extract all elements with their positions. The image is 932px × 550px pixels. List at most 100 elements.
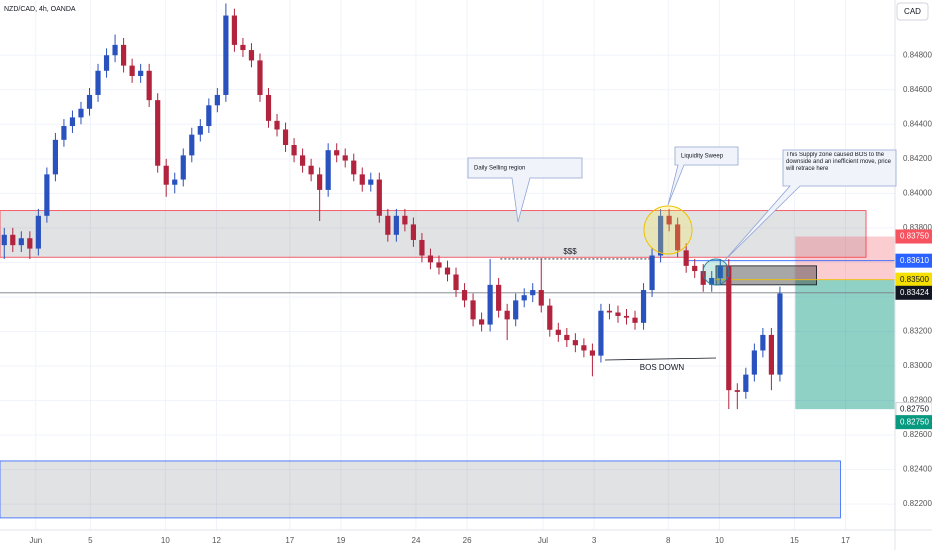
y-tick-label: 0.82400 bbox=[903, 465, 932, 474]
candle-body bbox=[478, 319, 485, 325]
x-tick-label: Jun bbox=[29, 536, 42, 545]
y-tick-label: 0.84400 bbox=[903, 119, 932, 128]
candle-body bbox=[538, 290, 544, 306]
y-tick-label: 0.84800 bbox=[903, 50, 932, 59]
candle-body bbox=[700, 271, 706, 285]
candle-body bbox=[547, 305, 553, 330]
y-tick-label: 0.84000 bbox=[903, 188, 932, 197]
candle-body bbox=[419, 239, 425, 256]
candle-body bbox=[35, 215, 41, 249]
candle-body bbox=[436, 262, 442, 268]
price-tag-label: 0.82750 bbox=[900, 404, 929, 413]
candle-body bbox=[393, 215, 399, 235]
candle-body bbox=[248, 50, 255, 61]
x-tick-label: 10 bbox=[715, 536, 724, 545]
candle-body bbox=[172, 179, 178, 185]
candle-body bbox=[581, 345, 587, 351]
zone bbox=[0, 460, 841, 519]
zone bbox=[715, 265, 817, 286]
callout-text: Liquidity Sweep bbox=[681, 154, 724, 160]
candle-body bbox=[265, 94, 272, 121]
candle-body bbox=[734, 390, 740, 392]
currency-label[interactable]: CAD bbox=[904, 7, 921, 16]
callout-text-box: This Supply zone caused BOS to the downs… bbox=[786, 152, 891, 172]
candle-body bbox=[564, 334, 570, 341]
candle-body bbox=[666, 215, 672, 225]
candle-body bbox=[427, 255, 434, 263]
y-tick-label: 0.84200 bbox=[903, 154, 932, 163]
bos-label: BOS DOWN bbox=[640, 363, 685, 372]
x-tick-label: 3 bbox=[592, 536, 597, 545]
boc-label: B.O.C bbox=[800, 412, 819, 419]
price-tag-label: 0.83750 bbox=[900, 232, 929, 241]
candle-body bbox=[103, 55, 110, 71]
candle-body bbox=[120, 44, 127, 66]
candle-body bbox=[180, 155, 186, 180]
candle-body bbox=[743, 374, 749, 392]
callout-box bbox=[467, 157, 583, 223]
supply-circle bbox=[702, 258, 730, 286]
candle-body bbox=[86, 94, 93, 109]
candle-body bbox=[444, 267, 451, 275]
candle-body bbox=[376, 179, 382, 216]
candle-body bbox=[649, 255, 655, 291]
candle-body bbox=[95, 70, 101, 95]
price-tag-label: 0.82750 bbox=[900, 417, 929, 426]
y-tick-label: 0.82600 bbox=[903, 430, 932, 439]
price-tag-label: 0.83500 bbox=[900, 275, 929, 284]
candle-body bbox=[675, 224, 681, 251]
x-tick-label: 12 bbox=[212, 536, 221, 545]
bos-line bbox=[604, 357, 717, 361]
candle-body bbox=[291, 145, 297, 156]
candle-body bbox=[129, 65, 135, 76]
zone bbox=[795, 236, 895, 280]
callout-text: Daily Selling region bbox=[474, 166, 525, 172]
candle-body bbox=[453, 274, 459, 291]
candle-body bbox=[282, 129, 289, 146]
x-tick-label: 19 bbox=[336, 536, 345, 545]
x-tick-label: 5 bbox=[88, 536, 93, 545]
candle-body bbox=[598, 310, 604, 356]
candle-body bbox=[342, 155, 348, 161]
candle-body bbox=[385, 215, 391, 235]
candle-body bbox=[555, 329, 561, 335]
candle-body bbox=[402, 215, 408, 225]
candle-body bbox=[632, 317, 638, 323]
currency-button[interactable] bbox=[896, 2, 929, 21]
y-tick-label: 0.83800 bbox=[903, 223, 932, 232]
price-tag-label: 0.83610 bbox=[900, 256, 929, 265]
price-tag bbox=[895, 285, 932, 300]
x-tick-label: 8 bbox=[666, 536, 671, 545]
candle-body bbox=[1, 234, 7, 246]
candle-body bbox=[138, 70, 144, 76]
candle-body bbox=[657, 215, 664, 256]
y-tick-label: 0.82200 bbox=[903, 499, 932, 508]
x-tick-label: 15 bbox=[790, 536, 799, 545]
candle-body bbox=[214, 94, 220, 106]
price-tag bbox=[895, 229, 932, 244]
candle-body bbox=[240, 44, 246, 51]
candle-body bbox=[410, 224, 417, 240]
candle-body bbox=[717, 265, 723, 278]
sweep-circle bbox=[643, 205, 693, 255]
candle-body bbox=[27, 238, 33, 249]
y-tick-label: 0.83200 bbox=[903, 327, 932, 336]
y-tick-label: 0.82800 bbox=[903, 396, 932, 405]
candle-body bbox=[146, 70, 152, 101]
x-tick-label: 17 bbox=[285, 536, 294, 545]
candle-body bbox=[18, 238, 24, 246]
candle-body bbox=[257, 60, 263, 95]
candle-body bbox=[692, 265, 698, 272]
zone bbox=[795, 279, 895, 410]
candle-body bbox=[530, 290, 536, 296]
candle-body bbox=[206, 105, 212, 127]
chart-title: NZD/CAD, 4h, OANDA bbox=[4, 6, 76, 13]
candle-body bbox=[52, 139, 59, 175]
price-tag bbox=[895, 253, 932, 268]
candle-body bbox=[61, 126, 67, 140]
candle-body bbox=[274, 120, 280, 130]
candle-body bbox=[10, 234, 16, 246]
candle-body bbox=[504, 310, 510, 320]
